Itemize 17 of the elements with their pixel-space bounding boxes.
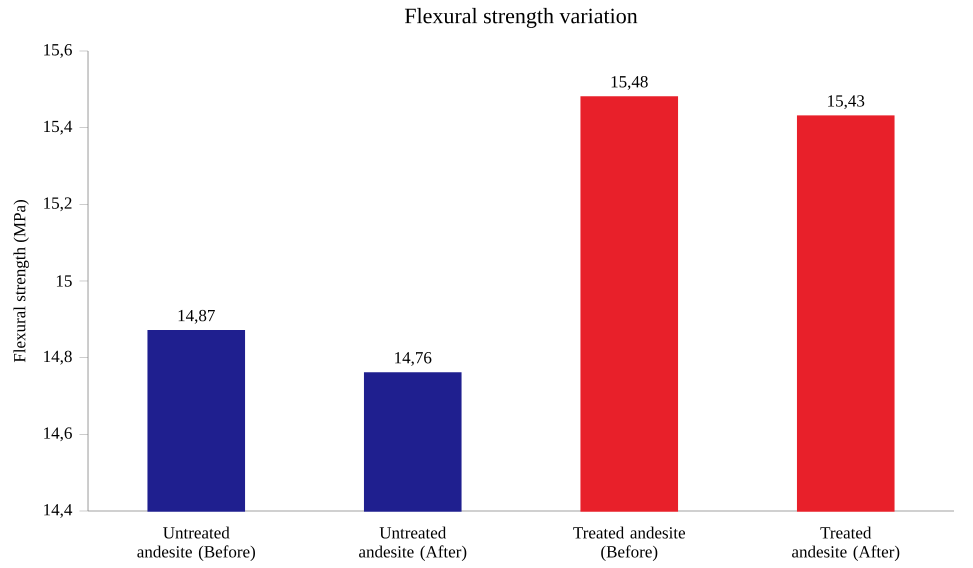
x-tick-label: Untreated andesite (Before) xyxy=(137,526,255,562)
y-tick-label: 14,8 xyxy=(44,350,72,365)
y-tick-label: 14,4 xyxy=(44,504,72,518)
x-tick-label: Treated andesite (After) xyxy=(792,526,900,562)
chart-title: Flexural strength variation xyxy=(404,8,638,28)
y-tick-label: 15 xyxy=(56,275,72,287)
data-label: 14,87 xyxy=(178,310,215,324)
y-tick-label: 15,2 xyxy=(44,198,72,212)
x-tick-label: Untreated andesite (After) xyxy=(359,526,466,562)
y-tick-label: 15,4 xyxy=(44,120,72,135)
y-axis-title: Flexural strength (MPa) xyxy=(13,200,29,362)
x-tick-label: Treated andesite (Before) xyxy=(573,526,686,562)
y-tick-label: 15,6 xyxy=(44,44,72,58)
data-label: 15,43 xyxy=(828,95,864,110)
data-label: 14,76 xyxy=(395,352,432,366)
y-tick-label: 14,6 xyxy=(44,428,72,442)
data-label: 15,48 xyxy=(612,76,648,90)
